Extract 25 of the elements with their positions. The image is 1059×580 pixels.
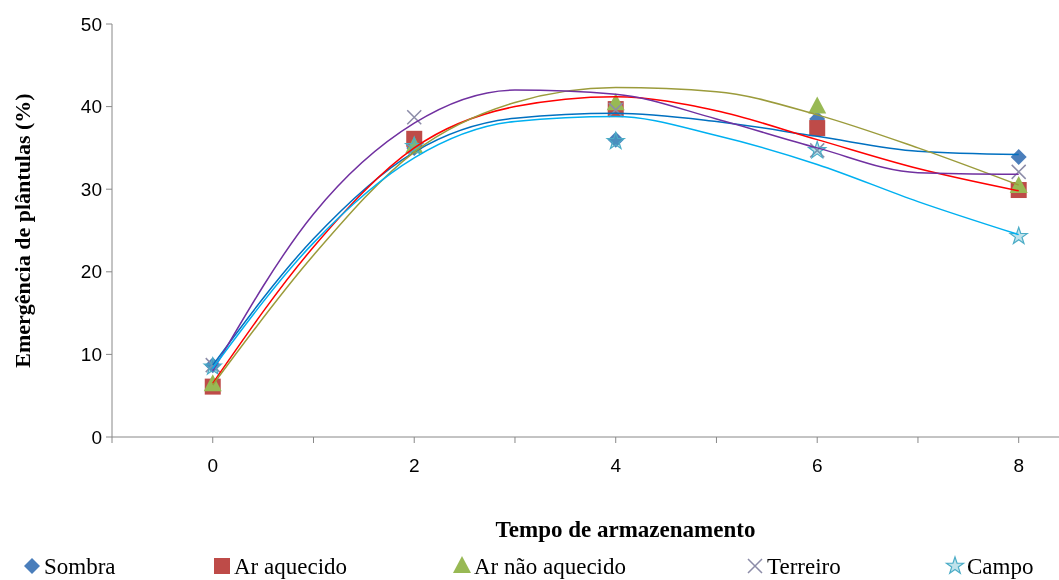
point	[1010, 164, 1027, 180]
y-tick-label: 40	[80, 96, 102, 118]
point	[203, 374, 222, 392]
legend-label: Sombra	[44, 554, 116, 580]
y-tick-label: 0	[91, 426, 102, 448]
legend-label: Campo	[967, 554, 1034, 580]
legend-label: Ar não aquecido	[474, 554, 626, 580]
y-axis-title: Emergência de plântulas (%)	[10, 93, 35, 368]
y-tick-label: 30	[80, 178, 102, 200]
x-tick-label: 0	[207, 455, 219, 476]
y-tick-label: 50	[80, 13, 102, 35]
y-tick-label: 10	[80, 344, 102, 366]
point	[1010, 148, 1027, 165]
x-tick-label: 8	[1013, 455, 1024, 476]
x-tick-label: 2	[408, 455, 420, 476]
legend-label: Ar aquecido	[234, 554, 348, 580]
x-tick-label: 4	[610, 455, 622, 476]
point	[809, 120, 826, 137]
legend-label: Terreiro	[767, 554, 841, 580]
point	[406, 109, 422, 126]
point	[808, 96, 827, 114]
point	[1009, 226, 1028, 245]
x-tick-label: 6	[811, 455, 823, 476]
y-tick-label: 20	[80, 261, 102, 283]
x-axis-title: Tempo de armazenamento	[495, 517, 756, 542]
